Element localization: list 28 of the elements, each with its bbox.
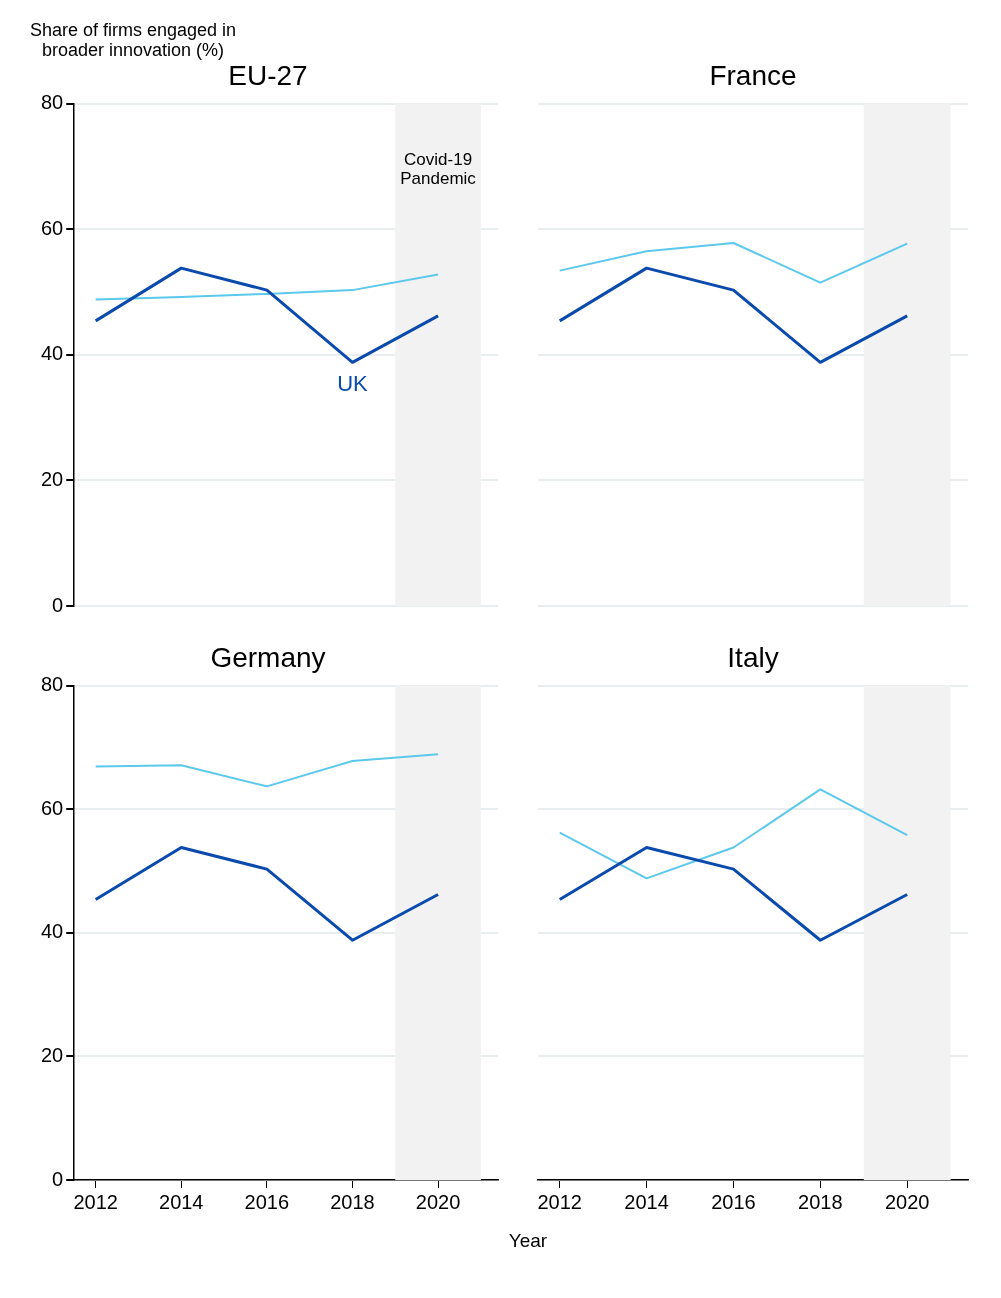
y-tick-label: 20 xyxy=(41,467,64,490)
x-tick-label: 2016 xyxy=(711,1190,756,1213)
y-tick-label: 0 xyxy=(52,1167,64,1190)
x-tick-label: 2018 xyxy=(330,1190,375,1213)
chart-title: EU-27 xyxy=(228,59,308,91)
x-tick-label: 2020 xyxy=(415,1190,461,1213)
chart-title: Germany xyxy=(210,641,326,673)
x-tick-label: 2016 xyxy=(244,1190,290,1213)
series-label: UK xyxy=(337,371,369,397)
x-tick-label: 2020 xyxy=(884,1190,930,1213)
y-tick-label: 80 xyxy=(41,673,64,696)
y-tick-label: 60 xyxy=(41,796,64,819)
x-tick-label: 2014 xyxy=(624,1190,669,1213)
x-tick-label: 2012 xyxy=(73,1190,118,1213)
chart-title: Italy xyxy=(727,641,779,673)
y-tick-label: 40 xyxy=(41,342,64,365)
band-label: Covid-19 Pandemic xyxy=(400,149,477,188)
chart-title: France xyxy=(709,59,797,91)
y-axis-title: Share of firms engaged in broader innovation (%) xyxy=(28,20,238,60)
y-tick-label: 40 xyxy=(41,920,64,943)
y-tick-label: 20 xyxy=(41,1043,64,1066)
x-tick-label: 2018 xyxy=(798,1190,843,1213)
y-tick-label: 0 xyxy=(52,593,64,616)
x-axis-title: Year xyxy=(507,1230,549,1252)
x-tick-label: 2012 xyxy=(537,1190,582,1213)
x-tick-label: 2014 xyxy=(159,1190,204,1213)
y-tick-label: 80 xyxy=(41,91,64,114)
y-tick-label: 60 xyxy=(41,216,64,239)
